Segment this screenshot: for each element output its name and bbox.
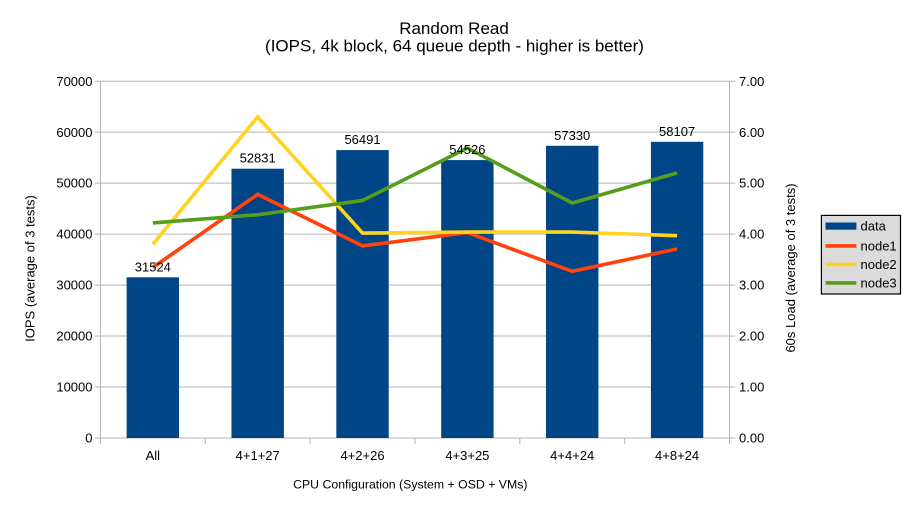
svg-text:node2: node2 [861,257,897,272]
svg-text:node1: node1 [861,239,897,254]
svg-text:3.00: 3.00 [739,278,764,293]
svg-text:56491: 56491 [344,132,380,147]
svg-text:4+1+27: 4+1+27 [236,448,280,463]
svg-text:0: 0 [85,431,92,446]
svg-text:4.00: 4.00 [739,227,764,242]
svg-text:54526: 54526 [449,142,485,157]
svg-text:node3: node3 [861,276,897,291]
svg-text:30000: 30000 [56,278,92,293]
svg-text:0.00: 0.00 [739,431,764,446]
svg-text:4+8+24: 4+8+24 [655,448,699,463]
svg-text:20000: 20000 [56,329,92,344]
svg-text:Random Read: Random Read [399,19,509,38]
svg-text:57330: 57330 [554,128,590,143]
svg-text:70000: 70000 [56,74,92,89]
svg-text:58107: 58107 [659,124,695,139]
svg-text:52831: 52831 [240,151,276,166]
svg-text:data: data [861,219,887,234]
svg-text:40000: 40000 [56,227,92,242]
svg-text:10000: 10000 [56,380,92,395]
svg-text:4+2+26: 4+2+26 [340,448,384,463]
svg-text:4+4+24: 4+4+24 [550,448,594,463]
svg-text:4+3+25: 4+3+25 [445,448,489,463]
svg-text:CPU Configuration (System + OS: CPU Configuration (System + OSD + VMs) [293,477,527,491]
svg-text:60000: 60000 [56,125,92,140]
svg-text:7.00: 7.00 [739,74,764,89]
svg-text:50000: 50000 [56,176,92,191]
svg-text:(IOPS, 4k block, 64 queue dept: (IOPS, 4k block, 64 queue depth - higher… [265,37,644,56]
svg-text:2.00: 2.00 [739,329,764,344]
svg-text:31524: 31524 [135,259,171,274]
svg-text:All: All [146,448,161,463]
svg-text:60s Load (average of 3 tests): 60s Load (average of 3 tests) [783,183,798,352]
svg-text:5.00: 5.00 [739,176,764,191]
svg-text:1.00: 1.00 [739,380,764,395]
svg-text:6.00: 6.00 [739,125,764,140]
svg-text:IOPS (average of 3 tests): IOPS (average of 3 tests) [23,195,38,342]
